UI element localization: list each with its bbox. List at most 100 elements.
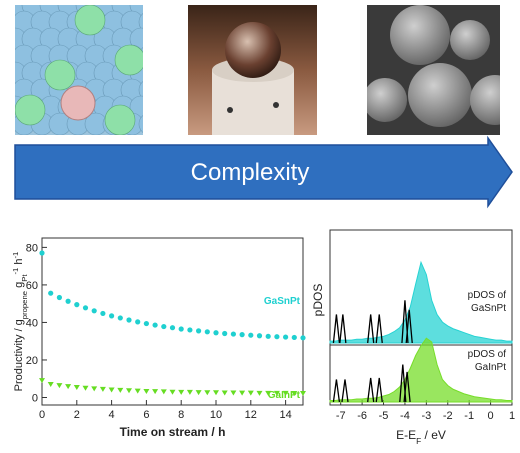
data-point (282, 390, 289, 396)
data-point (109, 313, 115, 319)
data-point (239, 332, 245, 338)
y-tick-label: 80 (26, 242, 38, 254)
data-point (196, 328, 202, 334)
atom (15, 94, 46, 126)
data-point (291, 391, 298, 397)
data-point (134, 388, 141, 394)
data-point (204, 329, 210, 335)
data-point (143, 388, 150, 394)
atom (138, 81, 143, 99)
data-point (65, 384, 72, 390)
atom-model-image (15, 5, 143, 135)
x-tick-label: -4 (400, 410, 410, 422)
data-point (152, 322, 158, 328)
y-tick-label: 60 (26, 280, 38, 292)
label-part: Pt (20, 274, 29, 282)
pdos-peak (375, 314, 383, 344)
data-point (73, 385, 80, 391)
y-tick-label: 20 (26, 355, 38, 367)
label-part: F (416, 436, 421, 446)
atom (60, 85, 96, 121)
data-point (230, 331, 236, 337)
pdos-peak (405, 309, 413, 344)
x-axis-label: Time on stream / h (120, 425, 226, 439)
pdos-area (329, 337, 513, 403)
data-point (74, 302, 80, 308)
x-tick-label: 10 (210, 409, 222, 421)
series-label: GaInPt (268, 390, 301, 401)
data-point (186, 389, 193, 395)
data-point (222, 330, 228, 337)
label-part: / eV (421, 428, 446, 442)
data-point (56, 383, 63, 389)
pdos-peak (341, 379, 349, 403)
data-point (82, 305, 89, 311)
data-point (82, 385, 89, 391)
atom (74, 5, 106, 36)
data-point (230, 390, 237, 396)
x-tick-label: 12 (245, 409, 257, 421)
atom (138, 115, 143, 133)
data-point (256, 333, 263, 339)
label-part: g (13, 282, 25, 291)
x-tick-label: 8 (178, 409, 184, 421)
data-point (283, 334, 289, 340)
x-tick-label: -2 (443, 410, 453, 422)
pdos-peak (375, 377, 383, 403)
atom (104, 104, 136, 135)
data-point (169, 389, 176, 395)
panel-label: pDOS of (468, 349, 507, 360)
data-point (48, 290, 54, 296)
panel-label: pDOS of (468, 290, 507, 301)
x-tick-label: -1 (464, 410, 474, 422)
data-point (117, 315, 123, 321)
label-part: h (13, 259, 25, 268)
reactor-photo (188, 5, 317, 135)
data-point (47, 382, 54, 388)
data-point (239, 390, 246, 396)
x-tick-label: -6 (357, 410, 367, 422)
pdos-peak (332, 314, 341, 344)
data-point (273, 390, 280, 396)
pdos-peak (332, 379, 341, 403)
data-point (300, 391, 306, 397)
atom (138, 13, 143, 31)
panel-label: GaSnPt (471, 303, 506, 314)
data-point (195, 390, 202, 396)
data-point (274, 334, 280, 340)
data-point (213, 330, 219, 336)
data-point (117, 387, 124, 393)
pdos-peak (339, 314, 347, 344)
data-point (265, 390, 272, 396)
pdos-peak (367, 377, 375, 403)
data-point (126, 317, 132, 323)
panel-label: GaInPt (475, 362, 506, 373)
y-tick-label: 40 (26, 317, 38, 329)
data-point (169, 325, 176, 331)
data-point (91, 308, 97, 314)
pdos-peak (367, 314, 375, 344)
plot-frame (329, 229, 513, 406)
data-point (143, 320, 149, 327)
atom (114, 44, 143, 76)
data-point (161, 323, 167, 330)
data-point (178, 326, 184, 332)
label-part: -1 (11, 252, 20, 259)
data-point (265, 333, 271, 339)
label-part: Productivity / g (13, 319, 25, 391)
data-point (204, 390, 211, 396)
data-point (187, 327, 193, 333)
data-point (91, 386, 98, 392)
plot-frame (41, 237, 304, 406)
arrow-label: Complexity (191, 159, 310, 186)
data-point (65, 298, 71, 304)
axis-label: E-EF / eV (396, 428, 446, 446)
data-point (178, 389, 185, 395)
pdos-peak (403, 371, 411, 403)
data-point (256, 390, 263, 396)
x-tick-label: 2 (74, 409, 80, 421)
data-point (135, 319, 141, 325)
label-part: propene (20, 291, 29, 319)
data-point (248, 332, 254, 338)
